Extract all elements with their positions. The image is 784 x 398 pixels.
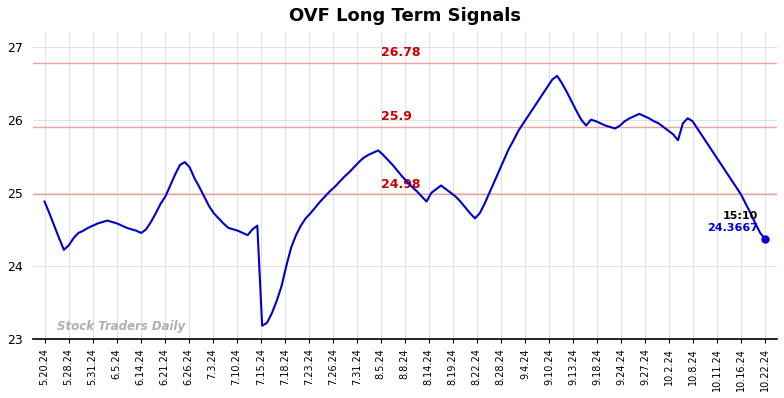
Text: 24.3667: 24.3667 xyxy=(707,223,758,233)
Text: 24.98: 24.98 xyxy=(381,178,420,191)
Text: 26.78: 26.78 xyxy=(381,46,420,59)
Text: 25.9: 25.9 xyxy=(381,110,412,123)
Text: 15:10: 15:10 xyxy=(723,211,758,221)
Point xyxy=(759,236,771,242)
Text: Stock Traders Daily: Stock Traders Daily xyxy=(56,320,185,333)
Title: OVF Long Term Signals: OVF Long Term Signals xyxy=(289,7,521,25)
